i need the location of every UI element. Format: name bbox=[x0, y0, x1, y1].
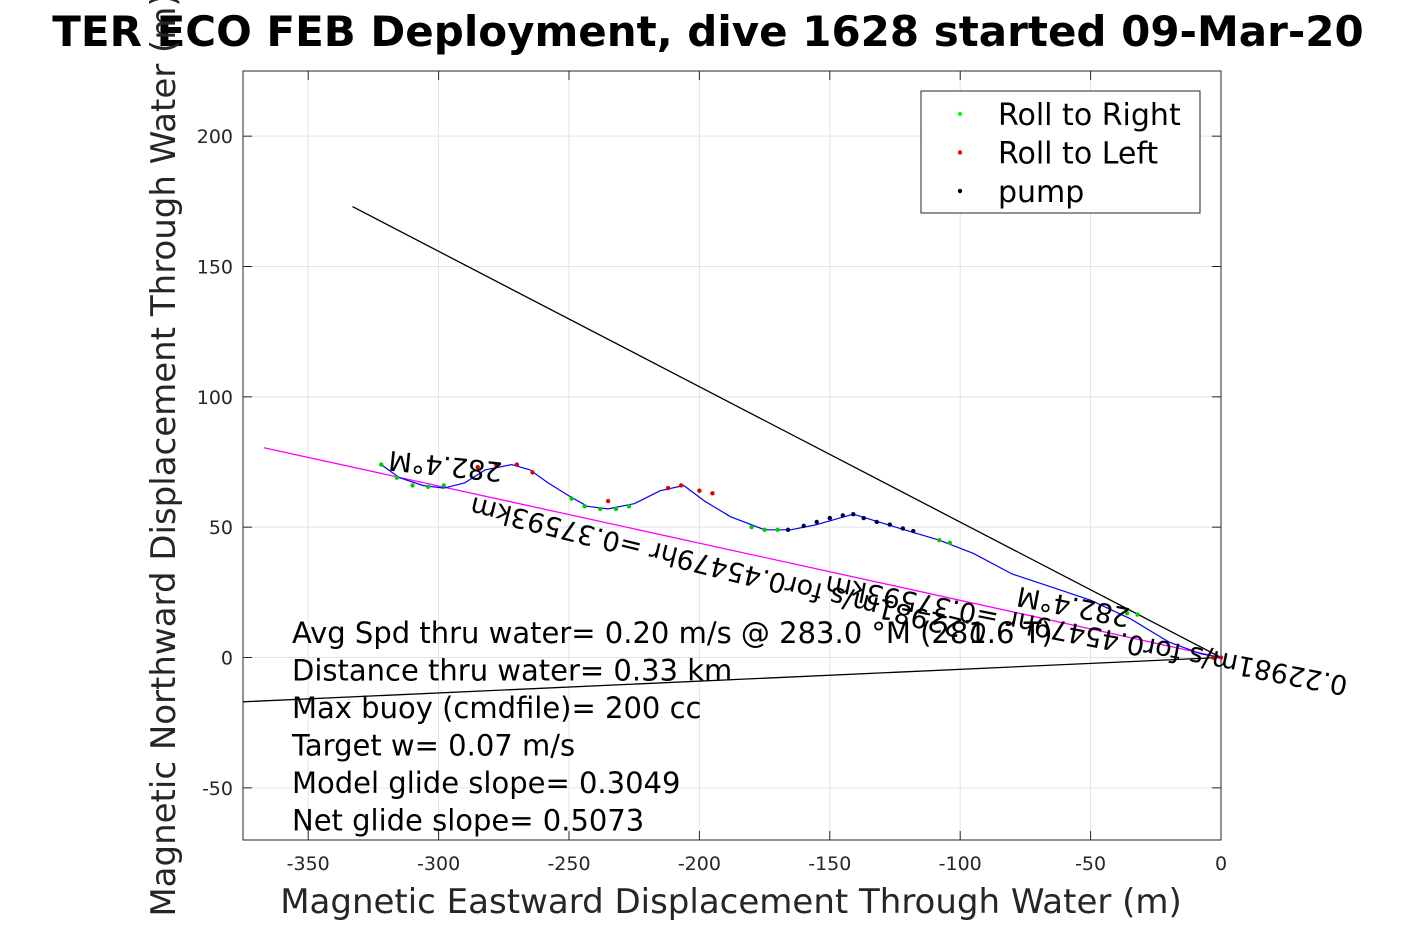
pump-point bbox=[911, 528, 916, 534]
reference-line-0 bbox=[352, 206, 1221, 659]
roll-right-point bbox=[425, 484, 431, 489]
y-tick-label: 50 bbox=[209, 517, 233, 539]
roll-right-point bbox=[379, 462, 384, 467]
pump-point bbox=[801, 523, 806, 529]
x-tick-label: -50 bbox=[1075, 853, 1106, 875]
x-tick-label: 0 bbox=[1215, 853, 1227, 875]
pump-point bbox=[874, 519, 879, 525]
roll-right-point bbox=[1135, 612, 1140, 617]
roll-left-point bbox=[493, 462, 499, 467]
legend-marker-2 bbox=[957, 188, 963, 194]
roll-right-point bbox=[937, 538, 942, 543]
annotation-line-2: Max buoy (cmdfile)= 200 cc bbox=[292, 691, 701, 725]
x-tick-label: -250 bbox=[547, 853, 590, 875]
roll-right-point bbox=[613, 506, 619, 512]
track-line bbox=[380, 464, 1222, 659]
dive-track bbox=[380, 464, 1222, 659]
x-tick-label: -200 bbox=[678, 853, 721, 875]
roll-right-point bbox=[598, 506, 603, 512]
roll-left-point bbox=[475, 465, 480, 470]
pump-point bbox=[861, 515, 866, 521]
y-tick-label: 200 bbox=[197, 126, 233, 148]
roll-right-point bbox=[775, 527, 780, 532]
stats-annotations: Avg Spd thru water= 0.20 m/s @ 283.0 °M … bbox=[291, 616, 1053, 838]
y-tick-label: 0 bbox=[221, 648, 233, 670]
roll-right-point bbox=[410, 483, 415, 488]
roll-left-point bbox=[710, 491, 715, 496]
plot-border bbox=[242, 70, 1222, 841]
roll-right-point bbox=[626, 504, 632, 509]
roll-right-point bbox=[394, 475, 400, 480]
roll-left-point bbox=[665, 485, 671, 491]
pump-point bbox=[814, 519, 819, 525]
legend-marker-1 bbox=[957, 150, 963, 155]
legend-label-2: pump bbox=[998, 175, 1084, 210]
legend-marker-0 bbox=[957, 111, 963, 117]
y-axis-label: Magnetic Northward Displacement Through … bbox=[144, 0, 184, 917]
x-tick-label: -150 bbox=[808, 853, 851, 875]
roll-right-point bbox=[947, 540, 952, 546]
annotation-line-4: Model glide slope= 0.3049 bbox=[292, 766, 680, 800]
pump-point bbox=[851, 511, 856, 517]
roll-right-point bbox=[582, 504, 587, 509]
roll-left-point bbox=[605, 498, 611, 504]
roll-left-point bbox=[530, 470, 535, 475]
reference-line-2 bbox=[263, 447, 1221, 659]
y-tick-label: -50 bbox=[202, 778, 233, 800]
chart-title: TER ECO FEB Deployment, dive 1628 starte… bbox=[52, 7, 1363, 56]
roll-left-point bbox=[1218, 655, 1224, 660]
roll-right-point bbox=[1124, 611, 1130, 616]
x-axis-label: Magnetic Eastward Displacement Through W… bbox=[280, 882, 1182, 922]
roll-left-point bbox=[1210, 655, 1216, 660]
pump-point bbox=[785, 527, 791, 532]
legend-box bbox=[920, 90, 1201, 214]
roll-left-point bbox=[514, 462, 520, 467]
x-tick-label: -100 bbox=[939, 853, 982, 875]
x-tick-label: -300 bbox=[417, 853, 460, 875]
roll-right-point bbox=[569, 496, 574, 501]
roll-right-point bbox=[749, 524, 754, 530]
y-tick-label: 150 bbox=[197, 257, 233, 279]
roll-left-point bbox=[697, 488, 702, 493]
data-points bbox=[379, 462, 1224, 660]
pump-point bbox=[900, 526, 906, 531]
x-tick-label: -350 bbox=[287, 853, 330, 875]
y-tick-label: 100 bbox=[197, 387, 233, 409]
roll-right-point bbox=[441, 483, 447, 488]
pump-point bbox=[887, 522, 892, 527]
roll-left-point bbox=[678, 483, 684, 488]
reference-line-1 bbox=[243, 656, 1221, 703]
legend-label-1: Roll to Left bbox=[998, 137, 1158, 172]
annotation-line-3: Target w= 0.07 m/s bbox=[291, 729, 575, 763]
annotation-line-1: Distance thru water= 0.33 km bbox=[292, 654, 732, 688]
pump-point bbox=[827, 515, 832, 521]
reference-lines bbox=[243, 206, 1221, 703]
legend-label-0: Roll to Right bbox=[998, 98, 1181, 133]
axis-ticks: -350 -300 -250 -200 -150 -100 -50 0 -50 0 50 100 150… bbox=[197, 70, 1227, 875]
roll-right-point bbox=[762, 527, 767, 532]
annotation-line-5: Net glide slope= 0.5073 bbox=[292, 804, 644, 838]
annotation-line-0: Avg Spd thru water= 0.20 m/s @ 283.0 °M … bbox=[292, 616, 1053, 650]
pump-point bbox=[840, 513, 846, 518]
